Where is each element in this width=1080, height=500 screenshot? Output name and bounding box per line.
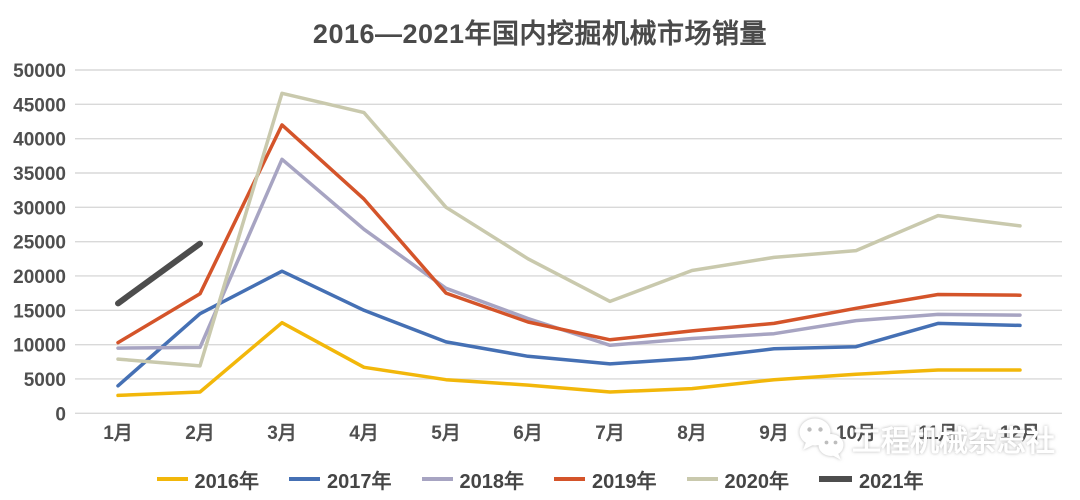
y-tick-label: 10000 — [13, 336, 66, 357]
legend-label: 2016年 — [194, 470, 260, 493]
legend-label: 2019年 — [592, 470, 657, 493]
legend-item-2018年: 2018年 — [421, 465, 525, 494]
x-tick-label: 8月 — [677, 423, 707, 444]
legend-swatch — [289, 477, 320, 481]
y-tick-label: 30000 — [13, 198, 66, 219]
legend-item-2021年: 2021年 — [819, 465, 924, 494]
y-tick-label: 0 — [55, 404, 66, 425]
legend-item-2020年: 2020年 — [686, 465, 790, 494]
legend-label: 2017年 — [327, 470, 392, 493]
y-tick-label: 35000 — [13, 164, 66, 185]
y-tick-label: 15000 — [13, 301, 66, 322]
legend-swatch — [554, 477, 585, 481]
legend-item-2016年: 2016年 — [156, 465, 260, 494]
x-tick-label: 12月 — [1000, 423, 1040, 444]
x-tick-label: 3月 — [267, 423, 297, 444]
series-line-2016年 — [116, 320, 1022, 398]
y-tick-label: 25000 — [13, 233, 66, 254]
y-tick-label: 40000 — [13, 130, 66, 151]
legend-swatch — [819, 476, 852, 482]
y-tick-label: 5000 — [24, 370, 66, 391]
x-tick-label: 4月 — [349, 423, 379, 444]
y-tick-label: 50000 — [13, 61, 66, 82]
y-tick-label: 45000 — [13, 95, 66, 116]
legend-label: 2021年 — [859, 470, 924, 493]
y-tick-label: 20000 — [13, 267, 66, 288]
legend-swatch — [686, 477, 718, 481]
x-tick-label: 9月 — [759, 423, 789, 444]
x-tick-label: 6月 — [513, 423, 543, 444]
x-tick-label: 7月 — [595, 423, 625, 444]
x-tick-label: 10月 — [836, 423, 876, 444]
series-line-2020年 — [116, 91, 1022, 368]
legend-label: 2018年 — [459, 470, 525, 493]
x-tick-label: 5月 — [431, 423, 461, 444]
x-tick-label: 11月 — [918, 423, 957, 444]
legend-item-2017年: 2017年 — [289, 465, 392, 494]
series-line-2021年 — [115, 240, 203, 307]
x-tick-label: 2月 — [185, 423, 215, 444]
chart-legend: 2016年 2017年 2018年 2019年 2020年 2021年 — [0, 464, 1080, 494]
legend-swatch — [156, 477, 188, 481]
x-tick-label: 1月 — [103, 423, 133, 444]
series-line-2019年 — [116, 123, 1022, 345]
legend-label: 2020年 — [724, 470, 790, 493]
legend-swatch — [421, 477, 453, 481]
series-line-2017年 — [116, 269, 1022, 388]
chart-title: 2016—2021年国内挖掘机械市场销量 — [312, 19, 768, 49]
legend-item-2019年: 2019年 — [554, 465, 657, 494]
